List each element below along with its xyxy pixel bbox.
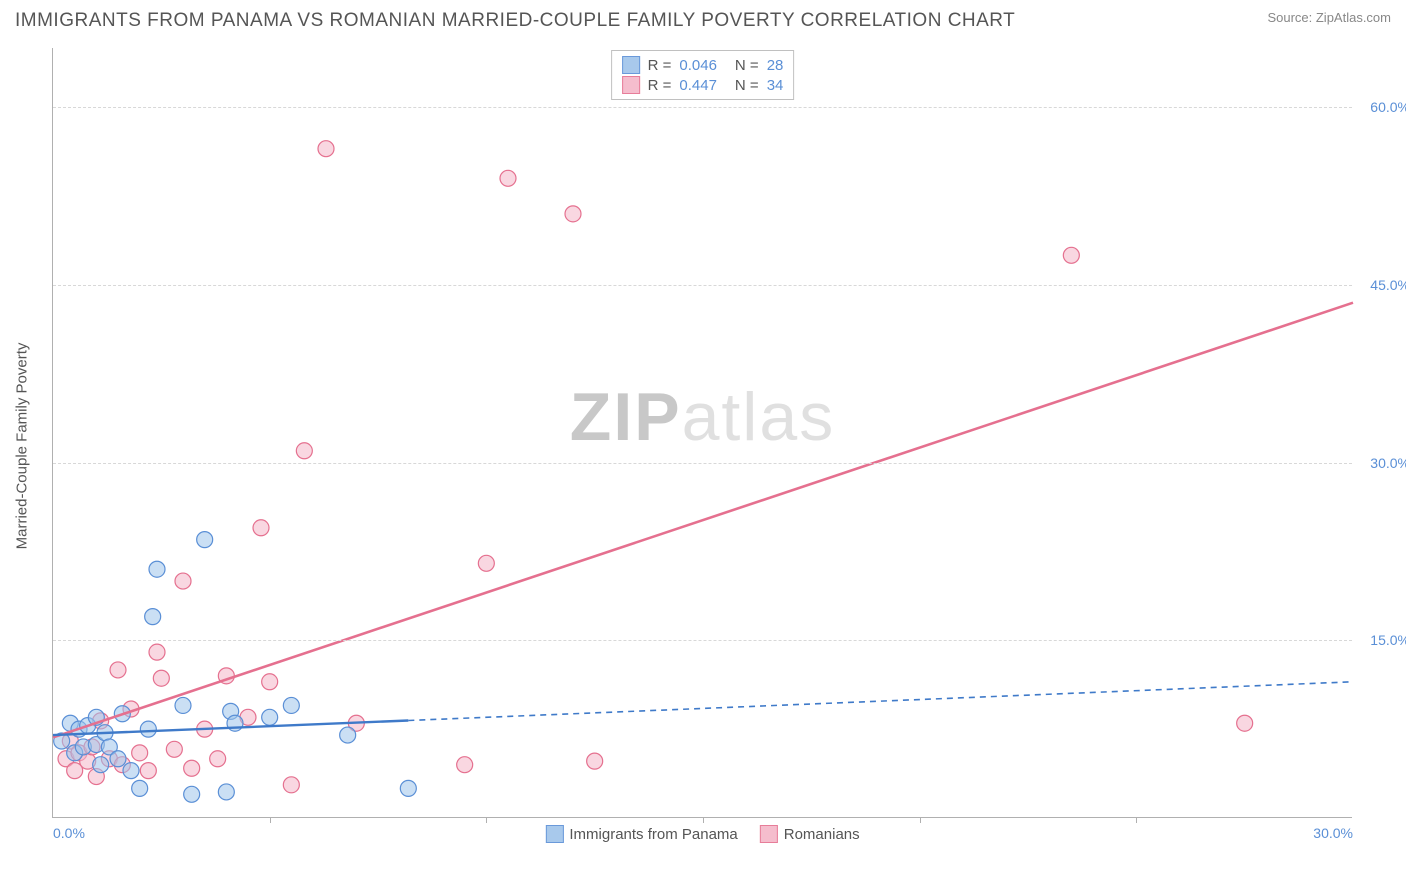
correlation-legend-row: R = 0.447 N = 34: [622, 75, 784, 95]
legend-r-label: R =: [648, 77, 672, 94]
romanians-point: [153, 670, 169, 686]
source-name: ZipAtlas.com: [1316, 10, 1391, 25]
x-tick: [1136, 817, 1137, 823]
correlation-legend-row: R = 0.046 N = 28: [622, 55, 784, 75]
legend-swatch: [622, 56, 640, 74]
legend-r-value: 0.447: [679, 77, 717, 94]
romanians-point: [587, 753, 603, 769]
romanians-point: [1063, 247, 1079, 263]
x-tick-label: 30.0%: [1313, 825, 1353, 841]
panama-point: [262, 709, 278, 725]
romanians-point: [149, 644, 165, 660]
y-tick-label: 30.0%: [1360, 455, 1406, 471]
romanians-point: [457, 757, 473, 773]
series-legend-label: Immigrants from Panama: [569, 826, 737, 843]
panama-point: [218, 784, 234, 800]
panama-point: [197, 532, 213, 548]
x-tick: [486, 817, 487, 823]
romanians-point: [318, 141, 334, 157]
legend-r-label: R =: [648, 57, 672, 74]
panama-trendline-dashed: [408, 682, 1353, 721]
gridline: [53, 640, 1352, 641]
panama-point: [175, 697, 191, 713]
series-legend-item: Immigrants from Panama: [545, 825, 737, 843]
legend-n-value: 34: [767, 77, 784, 94]
panama-point: [132, 780, 148, 796]
panama-point: [149, 561, 165, 577]
romanians-point: [166, 741, 182, 757]
panama-point: [123, 763, 139, 779]
romanians-trendline: [53, 303, 1353, 738]
romanians-point: [565, 206, 581, 222]
legend-swatch: [622, 76, 640, 94]
panama-point: [110, 751, 126, 767]
x-tick: [270, 817, 271, 823]
series-legend-label: Romanians: [784, 826, 860, 843]
gridline: [53, 463, 1352, 464]
x-tick-label: 0.0%: [53, 825, 85, 841]
romanians-point: [184, 760, 200, 776]
panama-point: [283, 697, 299, 713]
romanians-point: [283, 777, 299, 793]
correlation-legend: R = 0.046 N = 28 R = 0.447 N = 34: [611, 50, 795, 100]
panama-point: [93, 757, 109, 773]
chart-header: IMMIGRANTS FROM PANAMA VS ROMANIAN MARRI…: [15, 10, 1391, 32]
plot-area: ZIPatlas R =0.046N =28R =0.447N =34 Immi…: [52, 48, 1352, 818]
romanians-point: [478, 555, 494, 571]
y-axis-title: Married-Couple Family Poverty: [14, 343, 31, 550]
panama-point: [184, 786, 200, 802]
legend-swatch: [760, 825, 778, 843]
panama-point: [145, 609, 161, 625]
x-tick: [920, 817, 921, 823]
legend-r-value: 0.046: [679, 57, 717, 74]
panama-point: [340, 727, 356, 743]
romanians-point: [262, 674, 278, 690]
gridline: [53, 285, 1352, 286]
chart-title: IMMIGRANTS FROM PANAMA VS ROMANIAN MARRI…: [15, 10, 1015, 32]
series-legend: Immigrants from Panama Romanians: [545, 825, 859, 843]
x-tick: [703, 817, 704, 823]
y-tick-label: 45.0%: [1360, 277, 1406, 293]
y-tick-label: 15.0%: [1360, 632, 1406, 648]
legend-swatch: [545, 825, 563, 843]
panama-point: [140, 721, 156, 737]
romanians-point: [210, 751, 226, 767]
romanians-point: [140, 763, 156, 779]
source-prefix: Source:: [1267, 10, 1315, 25]
gridline: [53, 107, 1352, 108]
legend-n-label: N =: [735, 57, 759, 74]
chart-svg: [53, 48, 1352, 817]
legend-n-label: N =: [735, 77, 759, 94]
romanians-point: [296, 443, 312, 459]
series-legend-item: Romanians: [760, 825, 860, 843]
romanians-point: [110, 662, 126, 678]
romanians-point: [132, 745, 148, 761]
romanians-point: [500, 170, 516, 186]
panama-point: [400, 780, 416, 796]
source-attribution: Source: ZipAtlas.com: [1267, 10, 1391, 25]
y-tick-label: 60.0%: [1360, 99, 1406, 115]
romanians-point: [175, 573, 191, 589]
romanians-point: [1237, 715, 1253, 731]
romanians-point: [253, 520, 269, 536]
legend-n-value: 28: [767, 57, 784, 74]
